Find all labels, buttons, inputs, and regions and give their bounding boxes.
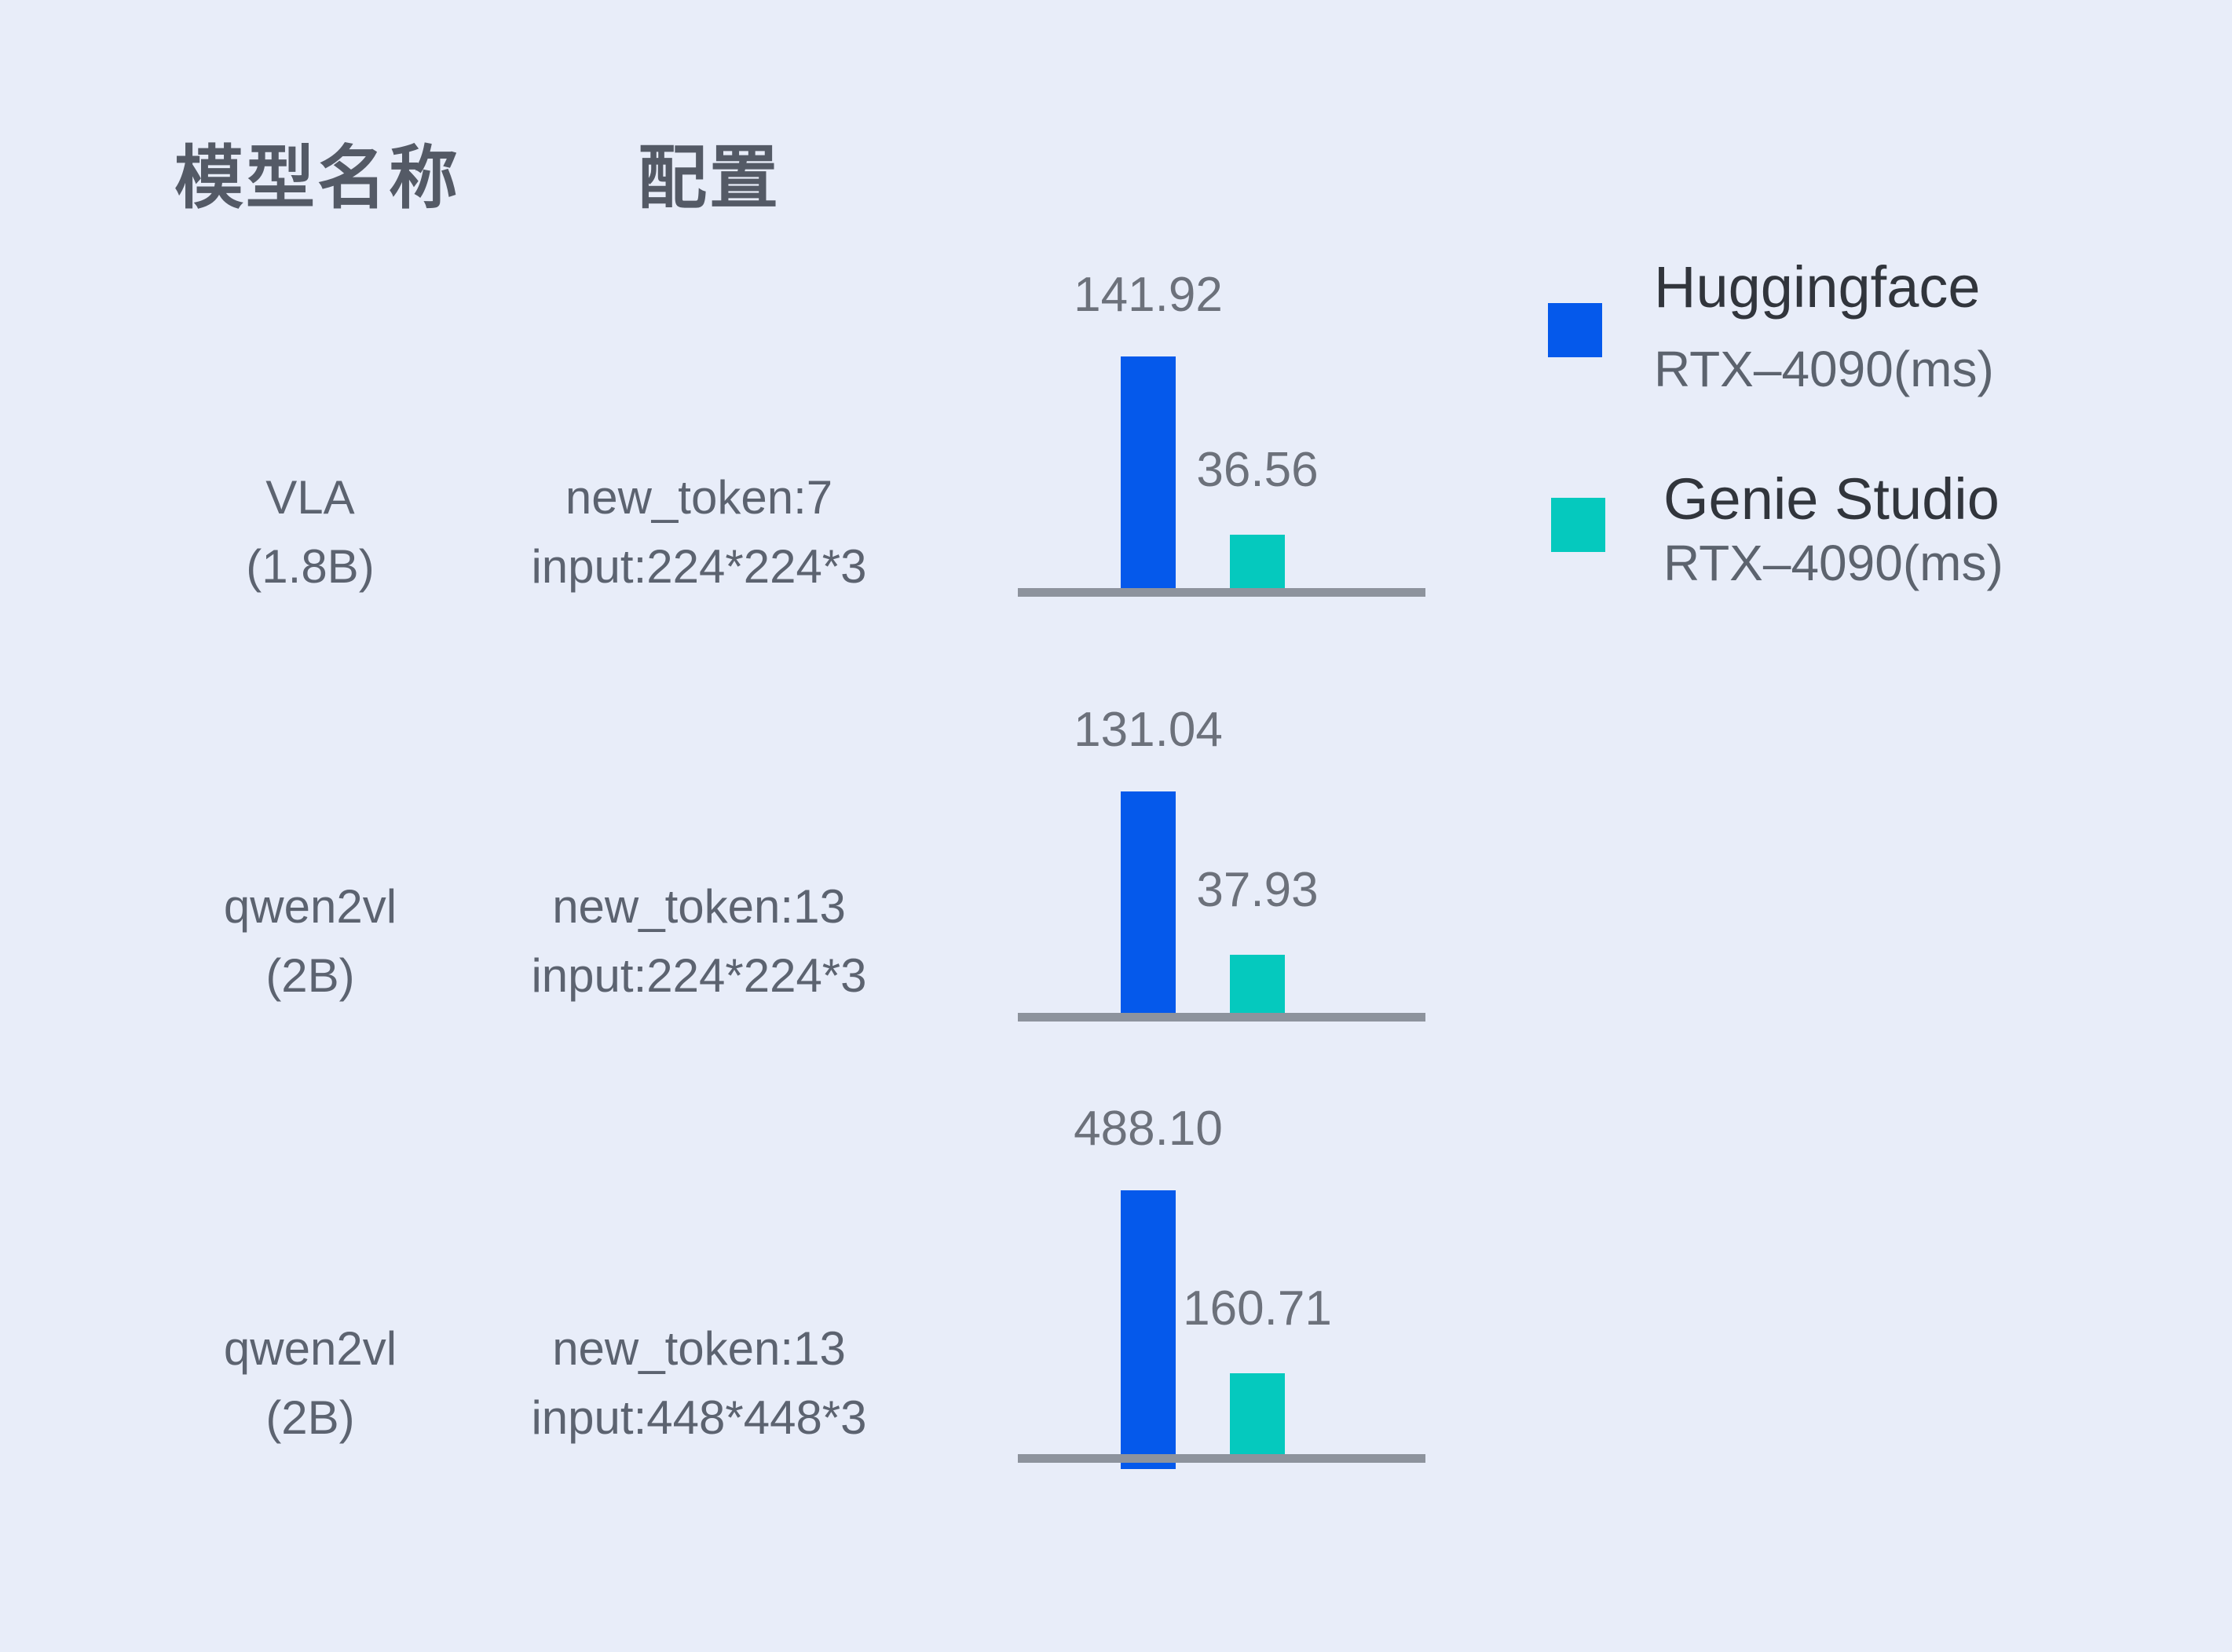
huggingface-legend-label: Huggingface — [1654, 254, 1981, 320]
chart-baseline — [1018, 1454, 1425, 1463]
chart-baseline — [1018, 1013, 1425, 1022]
config-cell: new_token:13 input:224*224*3 — [471, 872, 927, 1011]
model-name-line1: VLA — [265, 471, 355, 524]
model-name-line1: qwen2vl — [223, 880, 397, 933]
genie-studio-legend-label: Genie Studio — [1663, 466, 2000, 532]
chart-baseline — [1018, 588, 1425, 597]
model-name-cell: VLA (1.8B) — [134, 463, 487, 601]
config-input-size: input:224*224*3 — [531, 949, 867, 1002]
config-cell: new_token:7 input:224*224*3 — [471, 463, 927, 601]
config-input-size: input:448*448*3 — [531, 1391, 867, 1444]
huggingface-legend-sublabel: RTX–4090(ms) — [1654, 341, 1994, 397]
config-cell: new_token:13 input:448*448*3 — [471, 1314, 927, 1453]
config-new-token: new_token:13 — [552, 1322, 846, 1375]
model-name-cell: qwen2vl (2B) — [134, 872, 487, 1011]
huggingface-bar — [1121, 356, 1176, 597]
huggingface-value-label: 131.04 — [1074, 703, 1223, 757]
latency-bar-chart: 141.92 36.56 — [1018, 186, 1425, 603]
column-header-model-name: 模型名称 — [174, 139, 461, 217]
genie-value-label: 37.93 — [1196, 863, 1319, 917]
model-name-line1: qwen2vl — [223, 1322, 397, 1375]
model-name-cell: qwen2vl (2B) — [134, 1314, 487, 1453]
model-size-line2: (1.8B) — [246, 540, 375, 593]
latency-bar-chart: 131.04 37.93 — [1018, 611, 1425, 1028]
genie-studio-bar — [1230, 535, 1285, 597]
column-header-config: 配置 — [638, 139, 781, 217]
huggingface-legend-swatch — [1548, 303, 1602, 357]
config-new-token: new_token:13 — [552, 880, 846, 933]
huggingface-bar — [1121, 1190, 1176, 1469]
genie-studio-legend-sublabel: RTX–4090(ms) — [1663, 535, 2003, 591]
huggingface-value-label: 141.92 — [1074, 268, 1223, 322]
genie-studio-bar — [1230, 1373, 1285, 1463]
huggingface-bar — [1121, 791, 1176, 1022]
model-size-line2: (2B) — [265, 949, 355, 1002]
genie-studio-bar — [1230, 955, 1285, 1022]
huggingface-value-label: 488.10 — [1074, 1102, 1223, 1156]
latency-bar-chart: 488.10 160.71 — [1018, 1052, 1425, 1469]
genie-studio-legend-swatch — [1551, 498, 1605, 552]
config-new-token: new_token:7 — [565, 471, 833, 524]
genie-value-label: 160.71 — [1183, 1281, 1332, 1336]
genie-value-label: 36.56 — [1196, 443, 1319, 497]
model-size-line2: (2B) — [265, 1391, 355, 1444]
config-input-size: input:224*224*3 — [531, 540, 867, 593]
